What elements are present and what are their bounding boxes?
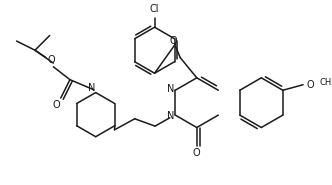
Text: O: O [169, 36, 177, 46]
Text: O: O [307, 80, 314, 90]
Text: N: N [167, 84, 174, 94]
Text: O: O [52, 100, 60, 110]
Text: O: O [48, 55, 55, 65]
Text: N: N [167, 111, 174, 121]
Text: Cl: Cl [150, 4, 159, 14]
Text: CH₃: CH₃ [320, 78, 332, 87]
Text: N: N [88, 83, 96, 93]
Text: O: O [193, 148, 201, 158]
